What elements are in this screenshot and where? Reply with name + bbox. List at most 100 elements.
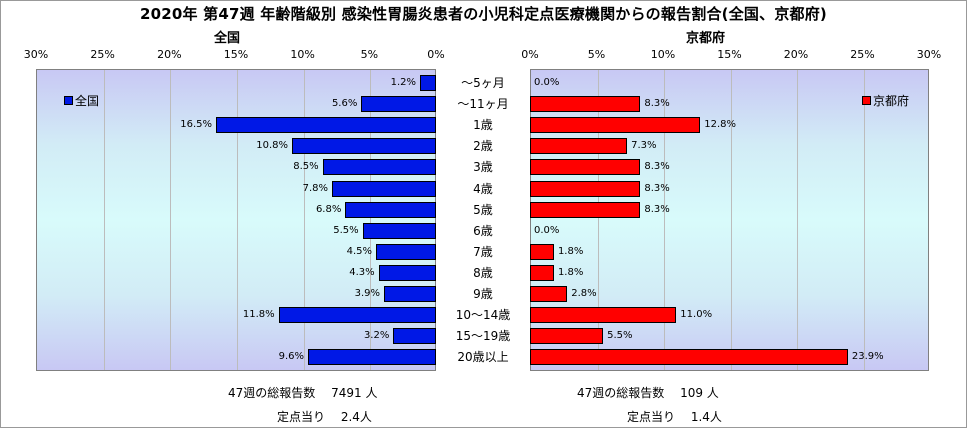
national-value-label: 16.5% bbox=[180, 119, 212, 131]
kyoto-value-label: 8.3% bbox=[644, 182, 670, 194]
national-bar bbox=[384, 286, 436, 302]
kyoto-bar bbox=[530, 328, 604, 345]
kyoto-value-label: 8.3% bbox=[644, 203, 670, 215]
national-value-label: 8.5% bbox=[293, 161, 319, 173]
kyoto-value-label: 2.8% bbox=[571, 288, 597, 299]
national-value-label: 4.3% bbox=[349, 266, 375, 278]
category-label: 9歳 bbox=[473, 287, 493, 301]
national-bar bbox=[376, 243, 436, 260]
category-label: ～5ヶ月 bbox=[461, 76, 505, 90]
national-gridline bbox=[370, 70, 372, 370]
kyoto-axis-tick: 15% bbox=[717, 48, 742, 61]
kyoto-bar bbox=[530, 307, 677, 324]
kyoto-axis-tick: 30% bbox=[916, 48, 942, 61]
national-value-label: 11.8% bbox=[242, 309, 275, 321]
kyoto-bar bbox=[530, 286, 568, 302]
kyoto-value-label: 5.5% bbox=[607, 330, 633, 342]
kyoto-value-label: 8.3% bbox=[644, 98, 670, 110]
kyoto-gridline bbox=[730, 70, 732, 370]
category-label: 2歳 bbox=[473, 139, 493, 154]
national-value-label: 3.9% bbox=[354, 288, 380, 299]
national-value-label: 6.8% bbox=[315, 203, 342, 215]
category-label: 4歳 bbox=[473, 181, 493, 196]
kyoto-bar bbox=[530, 180, 641, 197]
kyoto-value-label: 0.0% bbox=[534, 77, 560, 88]
national-bar bbox=[420, 75, 436, 91]
national-gridline bbox=[170, 70, 172, 370]
kyoto-gridline bbox=[664, 70, 665, 370]
kyoto-legend: 京都府 bbox=[862, 92, 909, 109]
national-bar bbox=[393, 328, 436, 345]
category-label: 1歳 bbox=[473, 118, 493, 133]
national-legend: 全国 bbox=[64, 92, 99, 109]
national-bar bbox=[278, 307, 436, 324]
kyoto-plot-area bbox=[530, 69, 929, 371]
kyoto-value-label: 11.0% bbox=[680, 309, 713, 321]
kyoto-legend-swatch bbox=[862, 96, 871, 105]
national-bar bbox=[292, 138, 436, 155]
national-value-label: 10.8% bbox=[256, 140, 288, 152]
national-axis-tick: 25% bbox=[90, 48, 115, 61]
kyoto-gridline bbox=[797, 70, 798, 370]
national-bar bbox=[332, 180, 436, 197]
kyoto-bar bbox=[530, 201, 641, 218]
national-bar bbox=[216, 117, 436, 134]
national-value-label: 3.2% bbox=[363, 330, 390, 342]
kyoto-legend-label: 京都府 bbox=[873, 94, 910, 108]
national-axis-tick: 20% bbox=[157, 48, 182, 61]
national-value-label: 1.2% bbox=[390, 77, 416, 88]
kyoto-axis-tick: 10% bbox=[650, 48, 676, 61]
national-axis-tick: 10% bbox=[290, 48, 315, 61]
category-label: 8歳 bbox=[473, 265, 493, 280]
kyoto-axis-tick: 0% bbox=[521, 48, 539, 61]
category-label: 5歳 bbox=[473, 202, 493, 217]
kyoto-value-label: 7.3% bbox=[631, 140, 657, 152]
kyoto-per-sentinel: 定点当り 1.4人 bbox=[627, 410, 722, 424]
national-gridline bbox=[237, 70, 238, 370]
national-total-reports: 47週の総報告数 7491 人 bbox=[228, 386, 378, 400]
category-label: 15～19歳 bbox=[455, 329, 511, 344]
national-panel-title: 全国 bbox=[214, 31, 241, 46]
kyoto-bar bbox=[530, 243, 554, 260]
kyoto-axis-tick: 20% bbox=[783, 48, 809, 61]
national-gridline bbox=[103, 70, 105, 370]
national-bar bbox=[345, 201, 436, 218]
national-value-label: 5.6% bbox=[331, 98, 358, 110]
national-bar bbox=[361, 96, 436, 113]
kyoto-panel-title: 京都府 bbox=[686, 31, 726, 46]
kyoto-value-label: 1.8% bbox=[557, 266, 584, 278]
national-legend-swatch bbox=[64, 96, 73, 105]
kyoto-bar bbox=[530, 117, 701, 134]
category-label: 20歳以上 bbox=[457, 350, 509, 365]
national-value-label: 5.5% bbox=[333, 224, 359, 236]
category-label: ～11ヶ月 bbox=[457, 97, 509, 112]
category-label: 10～14歳 bbox=[455, 308, 511, 323]
national-value-label: 9.6% bbox=[278, 351, 304, 363]
kyoto-gridline bbox=[863, 70, 865, 370]
national-bar bbox=[378, 264, 436, 281]
national-axis-tick: 0% bbox=[427, 48, 445, 61]
kyoto-bar bbox=[530, 264, 554, 281]
national-bar bbox=[308, 349, 436, 366]
kyoto-value-label: 12.8% bbox=[704, 119, 737, 131]
kyoto-axis-tick: 5% bbox=[587, 48, 606, 61]
kyoto-value-label: 23.9% bbox=[851, 351, 884, 363]
national-value-label: 7.8% bbox=[302, 182, 328, 194]
national-value-label: 4.5% bbox=[346, 245, 372, 257]
category-label: 6歳 bbox=[473, 223, 493, 238]
national-plot-area bbox=[36, 69, 436, 371]
kyoto-bar bbox=[530, 159, 641, 176]
category-label: 3歳 bbox=[473, 160, 493, 175]
chart-title: 2020年 第47週 年齢階級別 感染性胃腸炎患者の小児科定点医療機関からの報告… bbox=[139, 5, 827, 23]
national-axis-tick: 5% bbox=[360, 48, 379, 61]
national-bar bbox=[322, 159, 436, 176]
kyoto-gridline bbox=[597, 70, 599, 370]
kyoto-total-reports: 47週の総報告数 109 人 bbox=[577, 386, 719, 400]
kyoto-bar bbox=[530, 349, 848, 366]
kyoto-value-label: 8.3% bbox=[644, 161, 670, 173]
national-gridline bbox=[303, 70, 305, 370]
kyoto-value-label: 0.0% bbox=[534, 224, 560, 236]
category-label: 7歳 bbox=[473, 244, 493, 259]
kyoto-axis-tick: 25% bbox=[850, 48, 875, 61]
national-legend-label: 全国 bbox=[75, 94, 100, 108]
